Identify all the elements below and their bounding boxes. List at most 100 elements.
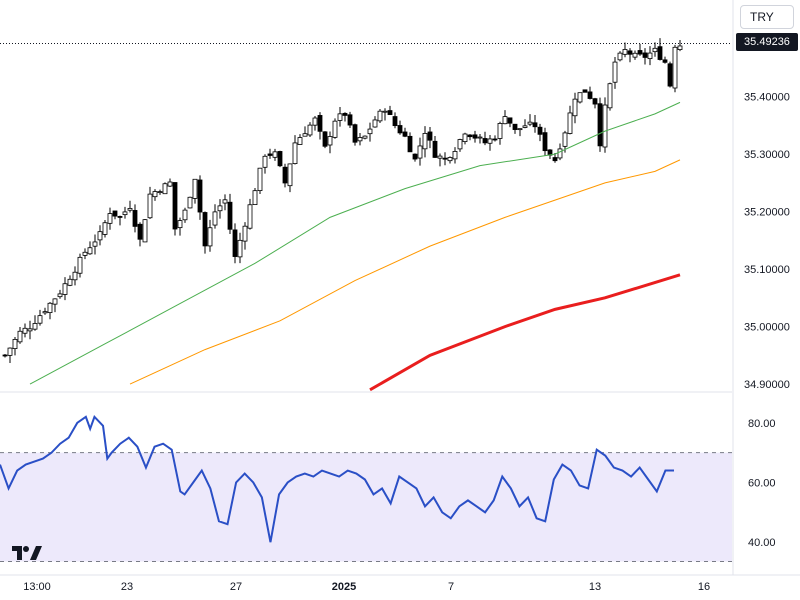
candle-body: [462, 133, 468, 142]
candle: [497, 121, 503, 145]
candle-body: [327, 136, 333, 146]
candle-body: [102, 222, 108, 235]
candle-body: [222, 199, 228, 204]
candle: [417, 137, 423, 166]
candle-body: [597, 103, 603, 147]
candle: [452, 147, 458, 164]
candle: [107, 207, 113, 230]
candle-body: [367, 128, 373, 135]
price-axis-tick: 35.30000: [744, 149, 790, 161]
price-pane[interactable]: [0, 38, 732, 392]
candle: [207, 219, 213, 252]
candle-body: [497, 123, 503, 139]
candle: [22, 323, 28, 338]
candle-body: [447, 157, 453, 162]
candle: [242, 222, 248, 250]
candle-body: [167, 181, 173, 187]
candle: [77, 253, 83, 278]
last-price-label: 35.49236: [736, 33, 798, 51]
candle: [532, 114, 538, 133]
rsi-pane[interactable]: [0, 415, 732, 563]
candle-body: [322, 131, 328, 147]
candle-body: [617, 52, 623, 61]
candle: [612, 57, 618, 89]
candle-body: [67, 278, 73, 286]
candle-body: [452, 151, 458, 160]
candle-body: [212, 211, 218, 226]
candle: [72, 266, 78, 286]
candle: [342, 112, 348, 122]
candle-body: [632, 52, 638, 58]
candle: [502, 110, 508, 125]
candle-body: [137, 223, 143, 240]
candle: [102, 219, 108, 238]
candle: [257, 167, 263, 194]
currency-button[interactable]: TRY: [740, 5, 794, 29]
candle-body: [287, 163, 293, 187]
candle-body: [297, 137, 303, 145]
candle: [17, 326, 23, 344]
candle-body: [12, 339, 18, 349]
candle: [37, 309, 43, 326]
candle-body: [317, 115, 323, 132]
candle-body: [32, 323, 38, 330]
candle-body: [247, 204, 253, 229]
candle: [442, 152, 448, 166]
candle-body: [27, 328, 33, 332]
candle-body: [467, 134, 473, 138]
price-axis-tick: 35.00000: [744, 322, 790, 334]
candle-body: [627, 50, 633, 55]
candle-body: [37, 315, 43, 324]
candle: [407, 132, 413, 153]
candle-body: [152, 191, 158, 198]
candle-body: [527, 121, 533, 125]
candle: [347, 111, 353, 128]
candle: [362, 135, 368, 140]
candle: [302, 126, 308, 137]
candle: [237, 232, 243, 264]
candle-body: [292, 142, 298, 165]
candle: [597, 97, 603, 152]
candle: [602, 97, 608, 153]
candle: [527, 114, 533, 127]
candle-body: [352, 124, 358, 143]
candle: [572, 92, 578, 124]
candle-body: [562, 132, 568, 147]
candle: [222, 194, 228, 211]
price-axis-tick: 35.10000: [744, 264, 790, 276]
candle-body: [517, 128, 523, 131]
candle-body: [492, 138, 498, 141]
candle-body: [127, 208, 133, 211]
candle-body: [217, 205, 223, 212]
candle: [367, 122, 373, 142]
candle: [462, 132, 468, 145]
candle: [57, 289, 63, 299]
candle: [252, 187, 258, 206]
candle: [397, 120, 403, 135]
candle-body: [22, 327, 28, 334]
candle: [287, 163, 293, 193]
price-axis-tick: 34.90000: [744, 379, 790, 391]
candle-body: [337, 113, 343, 121]
candle-body: [392, 116, 398, 127]
candle-body: [162, 183, 168, 195]
candle-body: [487, 138, 493, 144]
candle-body: [647, 52, 653, 60]
candle-body: [667, 63, 673, 87]
candle-body: [377, 110, 383, 122]
candle-body: [47, 302, 53, 314]
candle-body: [557, 148, 563, 159]
candle-body: [182, 209, 188, 221]
candle: [627, 48, 633, 63]
candle: [157, 189, 163, 195]
candle: [617, 51, 623, 62]
candle-body: [72, 271, 78, 281]
candle-body: [522, 125, 528, 128]
candle: [137, 222, 143, 247]
candle: [2, 354, 8, 358]
candle-body: [242, 225, 248, 242]
candle-body: [122, 211, 128, 216]
candle-body: [577, 92, 583, 103]
rsi-axis-tick: 80.00: [748, 418, 776, 430]
